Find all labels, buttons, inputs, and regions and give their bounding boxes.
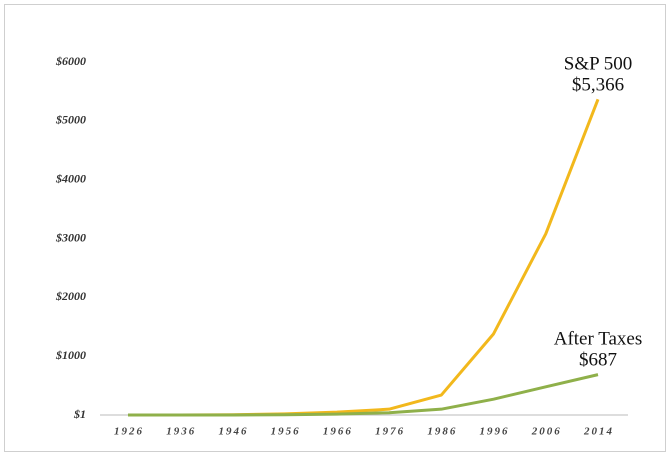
x-tick-label: 1976 — [375, 426, 405, 438]
series-label: After Taxes — [554, 329, 643, 350]
y-tick-label: $4000 — [55, 171, 86, 185]
y-tick-label: $2000 — [55, 289, 86, 303]
x-tick-label: 1996 — [480, 426, 510, 438]
x-tick-label: 2014 — [583, 426, 614, 438]
y-tick-label: $3000 — [55, 230, 86, 244]
y-tick-label: $1000 — [55, 348, 86, 362]
x-tick-label: 1926 — [114, 426, 144, 438]
x-tick-label: 1966 — [323, 426, 353, 438]
x-tick-label: 1956 — [271, 426, 301, 438]
chart-frame — [4, 4, 666, 452]
y-tick-label: $1 — [73, 407, 86, 421]
y-tick-label: $6000 — [55, 54, 86, 68]
x-tick-label: 1986 — [427, 426, 457, 438]
x-tick-label: 1946 — [218, 426, 248, 438]
series-line — [128, 373, 599, 417]
x-tick-label: 1936 — [166, 426, 196, 438]
y-tick-label: $5000 — [55, 113, 86, 127]
value-label: $5,366 — [572, 74, 624, 95]
series-label: S&P 500 — [564, 53, 632, 74]
x-tick-label: 2006 — [531, 426, 562, 438]
value-label: $687 — [579, 350, 617, 371]
